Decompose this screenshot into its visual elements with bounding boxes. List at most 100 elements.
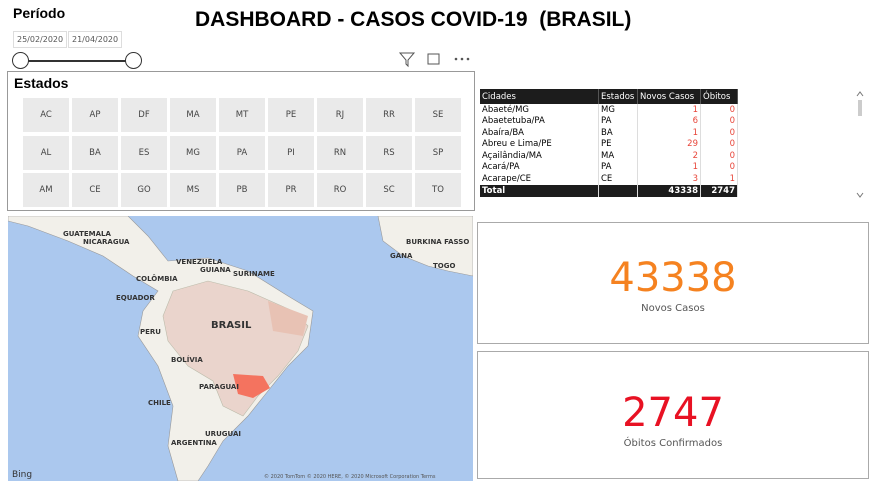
table-row: Abaetetuba/PA PA 6 0 <box>480 115 738 127</box>
column-header[interactable]: Estados <box>598 89 638 104</box>
table-cell: 0 <box>700 115 738 127</box>
table-cell: 0 <box>700 150 738 162</box>
table-row: Acará/PA PA 1 0 <box>480 161 738 173</box>
map-label: BOLÍVIA <box>171 355 203 364</box>
highlighted-state[interactable] <box>233 374 270 398</box>
slider-knob[interactable] <box>125 52 142 69</box>
table-row: Abreu e Lima/PE PE 29 0 <box>480 138 738 150</box>
end-date[interactable]: 21/04/2020 <box>68 31 123 48</box>
table-row: Acarape/CE CE 3 1 <box>480 173 738 185</box>
slider-knob[interactable] <box>12 52 29 69</box>
state-button[interactable]: PE <box>268 98 314 132</box>
state-button[interactable]: MT <box>219 98 265 132</box>
table-cell: PA <box>598 161 638 173</box>
table-cell: PE <box>598 138 638 150</box>
map-label: PARAGUAI <box>199 383 239 391</box>
table-cell: 6 <box>637 115 701 127</box>
dashboard-title: DASHBOARD - CASOS COVID-19 (BRASIL) <box>195 8 632 31</box>
button-grid: AC AP DF MA MT PE RJ RR SE AL BA ES MG PA PI RN RS SP AM CE… <box>23 98 467 208</box>
total-row: Total 43338 2747 <box>480 184 738 197</box>
table-cell: 1 <box>637 127 701 139</box>
state-button[interactable]: RJ <box>317 98 363 132</box>
state-button[interactable]: CE <box>72 173 118 208</box>
state-button[interactable]: BA <box>72 135 118 170</box>
table-cell: 1 <box>637 161 701 173</box>
more-icon[interactable] <box>454 57 458 61</box>
table-cell: Acará/PA <box>480 161 599 173</box>
table-cell: PA <box>598 115 638 127</box>
state-button[interactable]: RO <box>317 173 363 208</box>
kpi-label: Novos Casos <box>641 303 705 314</box>
cities-table: Cidades Estados Novos Casos Óbitos Abaeté/M… <box>480 89 738 197</box>
map-label: BURKINA FASSO <box>406 238 469 246</box>
table-cell: Abaeté/MG <box>480 104 599 116</box>
scrollbar[interactable] <box>855 90 865 200</box>
table-cell: Abreu e Lima/PE <box>480 138 599 150</box>
table-cell: Acarape/CE <box>480 173 599 185</box>
state-button[interactable]: AM <box>23 173 69 208</box>
focus-icon[interactable] <box>427 53 440 65</box>
map-label: BRASIL <box>211 320 252 331</box>
state-button[interactable]: SP <box>415 135 461 170</box>
table-cell: 3 <box>637 173 701 185</box>
state-button[interactable]: PB <box>219 173 265 208</box>
table-cell: Açailândia/MA <box>480 150 599 162</box>
state-button[interactable]: RS <box>366 135 412 170</box>
state-button[interactable]: AC <box>23 98 69 132</box>
map-label: NICARAGUA <box>83 238 130 246</box>
slider-track <box>20 60 134 62</box>
table-cell: BA <box>598 127 638 139</box>
period-label: Período <box>13 5 66 21</box>
table-cell: 2 <box>637 150 701 162</box>
table-row: Açailândia/MA MA 2 0 <box>480 150 738 162</box>
table-cell: 0 <box>700 104 738 116</box>
total-cell: 2747 <box>700 184 738 197</box>
map-label: TOGO <box>433 262 455 270</box>
state-button[interactable]: RN <box>317 135 363 170</box>
state-button[interactable]: AL <box>23 135 69 170</box>
state-button[interactable]: AP <box>72 98 118 132</box>
state-button[interactable]: PA <box>219 135 265 170</box>
table-visual: Cidades Estados Novos Casos Óbitos Abaeté/M… <box>480 89 738 197</box>
column-header[interactable]: Novos Casos <box>637 89 701 104</box>
state-button[interactable]: SE <box>415 98 461 132</box>
header-row: Cidades Estados Novos Casos Óbitos <box>480 89 738 104</box>
map-label: COLÔMBIA <box>136 274 178 283</box>
state-button[interactable]: GO <box>121 173 167 208</box>
state-button[interactable]: DF <box>121 98 167 132</box>
state-button[interactable]: TO <box>415 173 461 208</box>
state-button[interactable]: MA <box>170 98 216 132</box>
table-cell: 0 <box>700 138 738 150</box>
state-button[interactable]: PI <box>268 135 314 170</box>
map-label: CHILE <box>148 399 171 407</box>
start-date[interactable]: 25/02/2020 <box>13 31 68 48</box>
kpi-card: 43338 Novos Casos <box>477 222 869 344</box>
table-cell: 0 <box>700 127 738 139</box>
filter-icon[interactable] <box>398 52 416 68</box>
state-button[interactable]: RR <box>366 98 412 132</box>
map-logo: Bing <box>12 470 32 480</box>
state-button[interactable]: PR <box>268 173 314 208</box>
table-row: Abaíra/BA BA 1 0 <box>480 127 738 139</box>
map-label: GUIANA <box>200 266 231 274</box>
map-label: GUATEMALA <box>63 230 111 238</box>
table-cell: 29 <box>637 138 701 150</box>
table-cell: CE <box>598 173 638 185</box>
kpi-card: 2747 Óbitos Confirmados <box>477 351 869 479</box>
column-header[interactable]: Óbitos <box>700 89 738 104</box>
visual-toolbar <box>398 52 470 68</box>
map-attribution: © 2020 TomTom © 2020 HERE, © 2020 Micros… <box>264 473 436 480</box>
state-button[interactable]: MS <box>170 173 216 208</box>
state-button[interactable]: SC <box>366 173 412 208</box>
table-row: Abaeté/MG MG 1 0 <box>480 104 738 116</box>
map-label: EQUADOR <box>116 294 155 302</box>
map-label: GANA <box>390 252 413 260</box>
column-header[interactable]: Cidades <box>480 89 599 104</box>
state-button[interactable]: MG <box>170 135 216 170</box>
more-icon <box>460 57 464 61</box>
state-button[interactable]: ES <box>121 135 167 170</box>
table-cell: 1 <box>637 104 701 116</box>
kpi-value: 43338 <box>609 255 737 301</box>
